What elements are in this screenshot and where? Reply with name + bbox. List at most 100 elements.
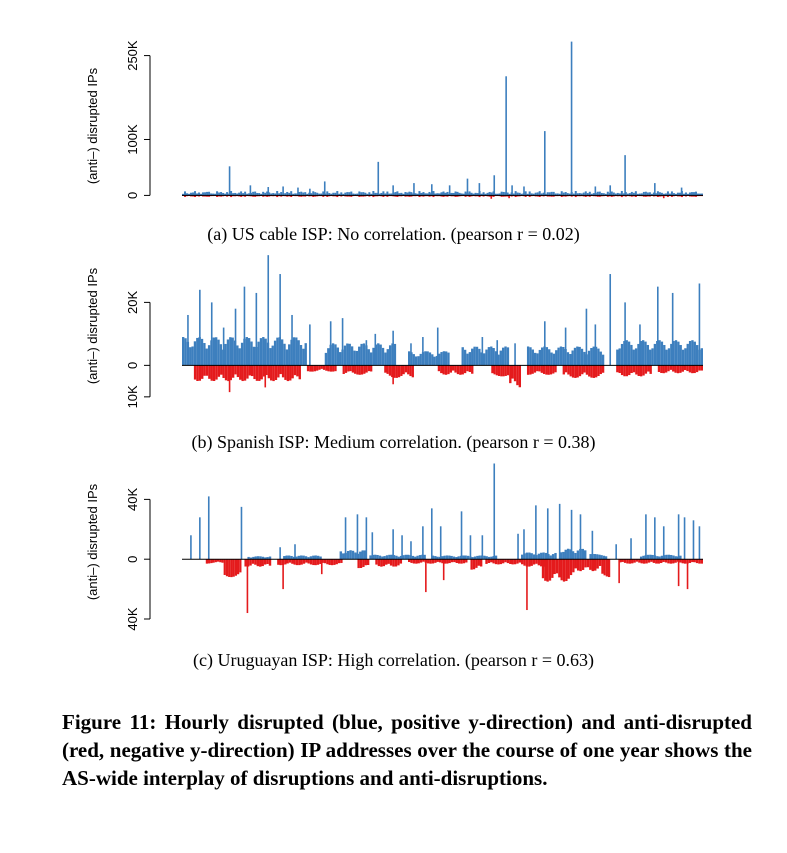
disrupted-bar xyxy=(604,193,607,196)
anti-disrupted-bar xyxy=(429,559,432,564)
anti-disrupted-bar xyxy=(576,365,579,378)
anti-disrupted-bar xyxy=(658,195,661,197)
anti-disrupted-bar xyxy=(221,559,224,563)
disrupted-bar xyxy=(384,352,387,366)
disrupted-bar xyxy=(284,193,287,196)
disrupted-bar xyxy=(548,349,551,366)
y-tick-label: 40K xyxy=(125,607,140,630)
anti-disrupted-bar xyxy=(219,559,222,563)
disrupted-bar xyxy=(362,192,365,196)
anti-disrupted-bar xyxy=(585,365,589,375)
anti-disrupted-bar xyxy=(506,559,510,564)
anti-disrupted-bar xyxy=(471,365,474,374)
disrupted-bar xyxy=(423,554,426,560)
disrupted-bar xyxy=(390,554,393,560)
anti-disrupted-bar xyxy=(620,365,624,376)
anti-disrupted-bar xyxy=(327,365,330,372)
disrupted-bar xyxy=(244,191,247,196)
disrupted-bar xyxy=(679,555,682,560)
disrupted-spike xyxy=(505,76,507,196)
anti-disrupted-bar xyxy=(308,195,311,197)
anti-disrupted-bar xyxy=(306,365,310,372)
disrupted-bar xyxy=(564,549,567,560)
disrupted-bar xyxy=(324,352,328,366)
disrupted-spike xyxy=(460,511,463,560)
anti-disrupted-bar xyxy=(646,195,649,197)
disrupted-bar xyxy=(285,349,289,366)
disrupted-spike xyxy=(517,533,519,560)
disrupted-bar xyxy=(550,352,553,366)
anti-disrupted-bar xyxy=(446,559,449,564)
anti-disrupted-spike xyxy=(526,559,528,611)
anti-disrupted-bar xyxy=(217,365,221,377)
anti-disrupted-bar xyxy=(679,365,682,373)
anti-disrupted-bar xyxy=(479,559,483,567)
anti-disrupted-bar xyxy=(618,365,621,374)
anti-disrupted-bar xyxy=(214,559,217,563)
anti-disrupted-bar xyxy=(605,559,608,577)
disrupted-bar xyxy=(550,191,553,196)
anti-disrupted-bar xyxy=(448,559,451,564)
anti-disrupted-bar xyxy=(237,559,240,575)
anti-disrupted-bar xyxy=(326,195,329,197)
anti-disrupted-bar xyxy=(253,365,256,380)
anti-disrupted-bar xyxy=(461,365,464,375)
disrupted-spike xyxy=(570,509,573,560)
anti-disrupted-bar xyxy=(351,365,355,373)
anti-disrupted-bar xyxy=(277,365,280,378)
anti-disrupted-bar xyxy=(621,559,624,562)
anti-disrupted-bar xyxy=(501,559,505,564)
anti-disrupted-bar xyxy=(626,559,629,564)
disrupted-bar xyxy=(270,193,273,196)
disrupted-bar xyxy=(212,337,215,366)
disrupted-bar xyxy=(580,193,583,196)
disrupted-bar xyxy=(681,349,685,366)
disrupted-bar xyxy=(242,193,245,196)
disrupted-spike xyxy=(255,292,258,366)
disrupted-spike xyxy=(535,505,537,560)
anti-disrupted-bar xyxy=(691,365,694,374)
disrupted-bar xyxy=(452,556,456,560)
disrupted-bar xyxy=(443,555,446,560)
chart-us-cable-isp: 0 100K 250K (anti–) disrupted IPs xyxy=(85,40,703,199)
anti-disrupted-spike xyxy=(442,559,445,581)
anti-disrupted-bar xyxy=(538,195,541,198)
disrupted-bar xyxy=(332,192,335,196)
disrupted-bar xyxy=(294,193,297,196)
disrupted-bar xyxy=(269,348,272,366)
anti-disrupted-bar xyxy=(619,559,622,563)
anti-disrupted-bar xyxy=(251,559,255,564)
disrupted-bar xyxy=(602,193,605,196)
disrupted-bar xyxy=(414,356,418,366)
anti-disrupted-bar xyxy=(193,365,197,380)
disrupted-bar xyxy=(530,553,533,560)
y-tick-label: 40K xyxy=(125,487,140,510)
disrupted-bar xyxy=(314,192,317,196)
anti-disrupted-bar xyxy=(644,195,647,197)
anti-disrupted-bar xyxy=(511,365,514,379)
anti-disrupted-bar xyxy=(314,195,317,197)
anti-disrupted-bar xyxy=(354,365,357,374)
disrupted-spike xyxy=(228,166,231,196)
disrupted-bar xyxy=(556,193,559,196)
anti-disrupted-bar xyxy=(589,559,592,570)
disrupted-bar xyxy=(648,192,651,196)
anti-disrupted-bar xyxy=(454,365,457,373)
disrupted-bar xyxy=(559,552,563,560)
disrupted-bar xyxy=(658,192,661,196)
disrupted-bar xyxy=(677,341,680,366)
disrupted-bar xyxy=(416,193,419,196)
disrupted-bar xyxy=(348,192,351,196)
disrupted-bar xyxy=(667,554,671,560)
disrupted-bar xyxy=(408,191,411,196)
disrupted-bar xyxy=(616,192,619,196)
anti-disrupted-bar xyxy=(291,559,294,564)
disrupted-bar xyxy=(695,345,699,366)
disrupted-bar xyxy=(326,191,329,196)
disrupted-bar xyxy=(651,348,654,366)
disrupted-bar xyxy=(312,191,315,196)
anti-disrupted-bar xyxy=(545,365,548,375)
anti-disrupted-bar xyxy=(404,365,408,373)
anti-disrupted-bar xyxy=(243,365,247,381)
disrupted-bar xyxy=(402,193,405,196)
